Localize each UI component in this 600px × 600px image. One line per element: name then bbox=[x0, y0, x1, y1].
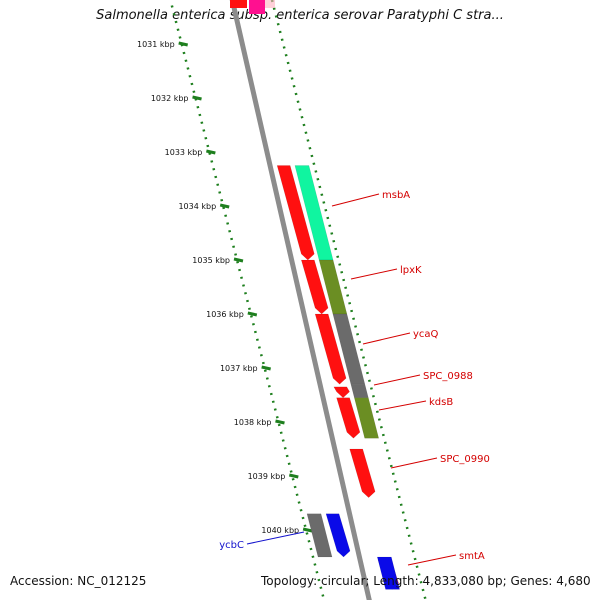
leader-line-spc_0988 bbox=[373, 374, 421, 386]
map-title: Salmonella enterica subsp. enterica sero… bbox=[96, 8, 504, 23]
ruler-tick bbox=[206, 149, 216, 155]
cds-feature bbox=[350, 383, 369, 398]
ruler-tick bbox=[288, 473, 299, 479]
gene-label-ycaq: ycaQ bbox=[413, 329, 439, 340]
gene-label-spc_0988: SPC_0988 bbox=[423, 371, 473, 382]
cds-feature bbox=[276, 165, 315, 261]
ruler-tick bbox=[302, 527, 313, 533]
cds-feature bbox=[376, 556, 400, 590]
accession-text: Accession: NC_012125 bbox=[10, 574, 147, 588]
ruler-tick bbox=[247, 311, 258, 317]
gene-label-ycbc: ycbC bbox=[219, 540, 244, 551]
cds-feature bbox=[314, 313, 347, 385]
gene-label-msba: msbA bbox=[382, 190, 410, 201]
cds-feature bbox=[300, 259, 329, 315]
leader-line-ycbc bbox=[246, 531, 305, 545]
ruler-ticks: 1031 kbp 1032 kbp 1033 kbp 1034 kbp 1035 kbp… bbox=[137, 40, 313, 535]
cds-feature bbox=[354, 397, 380, 439]
gene-label-smta: smtA bbox=[459, 551, 485, 562]
cds-feature bbox=[249, 0, 265, 14]
ruler-tick bbox=[178, 41, 189, 47]
backbone-line bbox=[229, 0, 372, 600]
ruler-tick bbox=[192, 95, 202, 101]
ruler-track-right bbox=[270, 0, 427, 600]
cds-feature bbox=[325, 513, 351, 558]
ruler-tick-label: 1035 kbp bbox=[192, 256, 230, 265]
ruler-tick bbox=[233, 257, 244, 263]
ruler-tick-label: 1038 kbp bbox=[234, 418, 272, 427]
feature-layer bbox=[230, 0, 400, 590]
gene-labels: msbA lpxK ycaQ SPC_0988 kdsB SPC_0990 ycbC smtA bbox=[219, 190, 490, 566]
cds-feature bbox=[265, 0, 275, 8]
ruler-tick-label: 1034 kbp bbox=[178, 202, 216, 211]
ruler-tick-label: 1032 kbp bbox=[151, 94, 189, 103]
leader-line-kdsb bbox=[378, 400, 427, 411]
ruler-tick-label: 1039 kbp bbox=[248, 472, 286, 481]
ruler-tick-label: 1036 kbp bbox=[206, 310, 244, 319]
gene-label-kdsb: kdsB bbox=[429, 397, 453, 408]
cds-feature bbox=[230, 0, 247, 8]
ruler-tick bbox=[275, 419, 285, 425]
cds-feature bbox=[333, 386, 350, 399]
genome-backbone bbox=[229, 0, 372, 600]
cds-feature bbox=[336, 397, 361, 439]
gene-label-spc_0990: SPC_0990 bbox=[440, 454, 490, 465]
leader-line-ycaq bbox=[362, 332, 411, 345]
ruler-tick bbox=[219, 203, 230, 209]
ruler-tick-label: 1031 kbp bbox=[137, 40, 175, 49]
leader-line-smta bbox=[407, 554, 457, 566]
summary-text: Topology: circular; Length: 4,833,080 bp… bbox=[261, 574, 591, 588]
leader-line-lpxk bbox=[350, 268, 398, 280]
ruler-tick-label: 1037 kbp bbox=[220, 364, 258, 373]
ruler-tick-label: 1040 kbp bbox=[261, 526, 299, 535]
cds-feature bbox=[306, 513, 333, 558]
leader-line-spc_0990 bbox=[390, 457, 438, 469]
ruler-tick-label: 1033 kbp bbox=[165, 148, 203, 157]
leader-line-msba bbox=[331, 193, 380, 207]
cds-feature bbox=[349, 448, 376, 498]
ruler-tick bbox=[261, 365, 271, 371]
gene-label-lpxk: lpxK bbox=[400, 265, 422, 276]
dotted-track-right bbox=[270, 0, 427, 600]
